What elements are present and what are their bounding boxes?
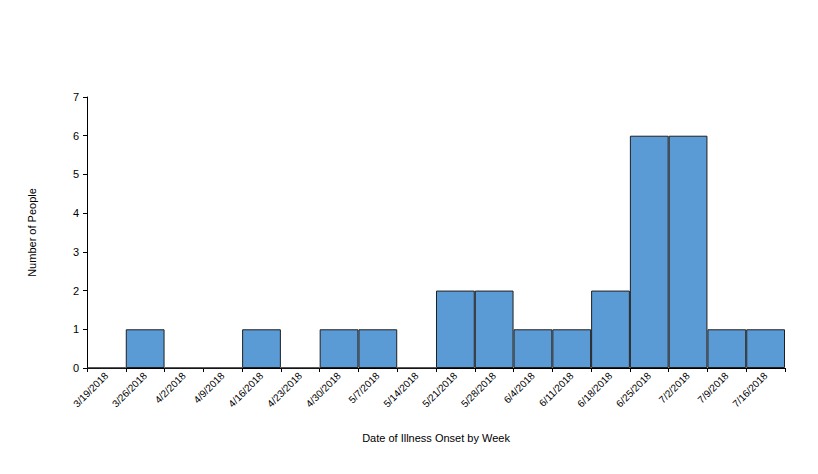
svg-text:6: 6 bbox=[73, 130, 79, 142]
svg-text:Number of People: Number of People bbox=[26, 188, 38, 277]
svg-text:3/26/2018: 3/26/2018 bbox=[110, 370, 150, 410]
svg-text:6/25/2018: 6/25/2018 bbox=[614, 370, 654, 410]
svg-text:4: 4 bbox=[73, 207, 79, 219]
svg-text:2: 2 bbox=[73, 285, 79, 297]
svg-text:4/16/2018: 4/16/2018 bbox=[226, 370, 266, 410]
svg-text:4/23/2018: 4/23/2018 bbox=[265, 370, 305, 410]
svg-text:5/14/2018: 5/14/2018 bbox=[381, 370, 421, 410]
svg-text:7/9/2018: 7/9/2018 bbox=[695, 370, 731, 406]
svg-text:6/4/2018: 6/4/2018 bbox=[502, 370, 538, 406]
svg-text:5/7/2018: 5/7/2018 bbox=[346, 370, 382, 406]
svg-text:7/16/2018: 7/16/2018 bbox=[730, 370, 770, 410]
svg-text:4/2/2018: 4/2/2018 bbox=[153, 370, 189, 406]
svg-text:0: 0 bbox=[73, 362, 79, 374]
svg-text:5/21/2018: 5/21/2018 bbox=[420, 370, 460, 410]
svg-text:7/2/2018: 7/2/2018 bbox=[657, 370, 693, 406]
svg-text:3: 3 bbox=[73, 246, 79, 258]
svg-text:4/30/2018: 4/30/2018 bbox=[304, 370, 344, 410]
svg-text:6/18/2018: 6/18/2018 bbox=[575, 370, 615, 410]
svg-text:4/9/2018: 4/9/2018 bbox=[191, 370, 227, 406]
svg-text:5: 5 bbox=[73, 168, 79, 180]
svg-text:7: 7 bbox=[73, 91, 79, 103]
svg-text:5/28/2018: 5/28/2018 bbox=[459, 370, 499, 410]
svg-text:1: 1 bbox=[73, 323, 79, 335]
svg-text:Date of Illness Onset by Week: Date of Illness Onset by Week bbox=[362, 432, 510, 444]
svg-text:6/11/2018: 6/11/2018 bbox=[537, 370, 576, 409]
svg-text:3/19/2018: 3/19/2018 bbox=[71, 370, 111, 410]
